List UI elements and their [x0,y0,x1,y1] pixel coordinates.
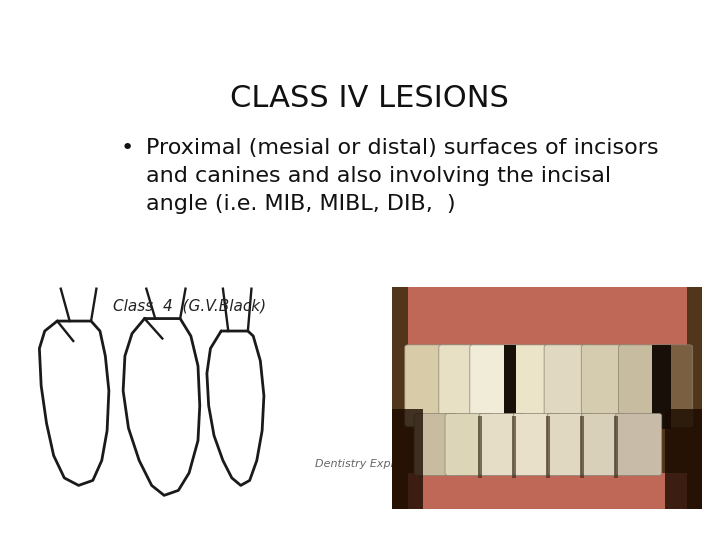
Text: Dentistry Explorer: Dentistry Explorer [315,459,417,469]
FancyBboxPatch shape [512,416,516,478]
FancyBboxPatch shape [613,416,618,478]
FancyBboxPatch shape [513,414,559,475]
Text: •: • [121,138,134,158]
FancyBboxPatch shape [477,416,482,478]
FancyBboxPatch shape [656,345,693,427]
Text: Class  4  (G.V.Black): Class 4 (G.V.Black) [112,299,266,314]
FancyBboxPatch shape [656,287,702,509]
FancyBboxPatch shape [408,473,687,509]
FancyBboxPatch shape [581,414,628,475]
Text: angle (i.e. MIB, MIBL, DIB,  ): angle (i.e. MIB, MIBL, DIB, ) [145,194,456,214]
Text: CLASS IV LESIONS: CLASS IV LESIONS [230,84,508,112]
FancyBboxPatch shape [392,287,702,509]
FancyBboxPatch shape [652,345,671,429]
FancyBboxPatch shape [392,287,439,509]
FancyBboxPatch shape [544,345,594,427]
FancyBboxPatch shape [414,414,457,475]
FancyBboxPatch shape [665,409,702,509]
Text: Proximal (mesial or distal) surfaces of incisors: Proximal (mesial or distal) surfaces of … [145,138,658,158]
FancyBboxPatch shape [405,345,470,427]
FancyBboxPatch shape [470,345,519,427]
FancyBboxPatch shape [547,414,594,475]
FancyBboxPatch shape [479,414,526,475]
FancyBboxPatch shape [445,414,492,475]
FancyBboxPatch shape [616,414,662,475]
FancyBboxPatch shape [439,345,488,427]
FancyBboxPatch shape [504,345,516,429]
FancyBboxPatch shape [618,345,668,427]
FancyBboxPatch shape [580,416,585,478]
FancyBboxPatch shape [581,345,631,427]
FancyBboxPatch shape [392,409,423,509]
Text: and canines and also involving the incisal: and canines and also involving the incis… [145,166,611,186]
FancyBboxPatch shape [546,416,550,478]
FancyBboxPatch shape [408,287,687,349]
FancyBboxPatch shape [507,345,557,427]
